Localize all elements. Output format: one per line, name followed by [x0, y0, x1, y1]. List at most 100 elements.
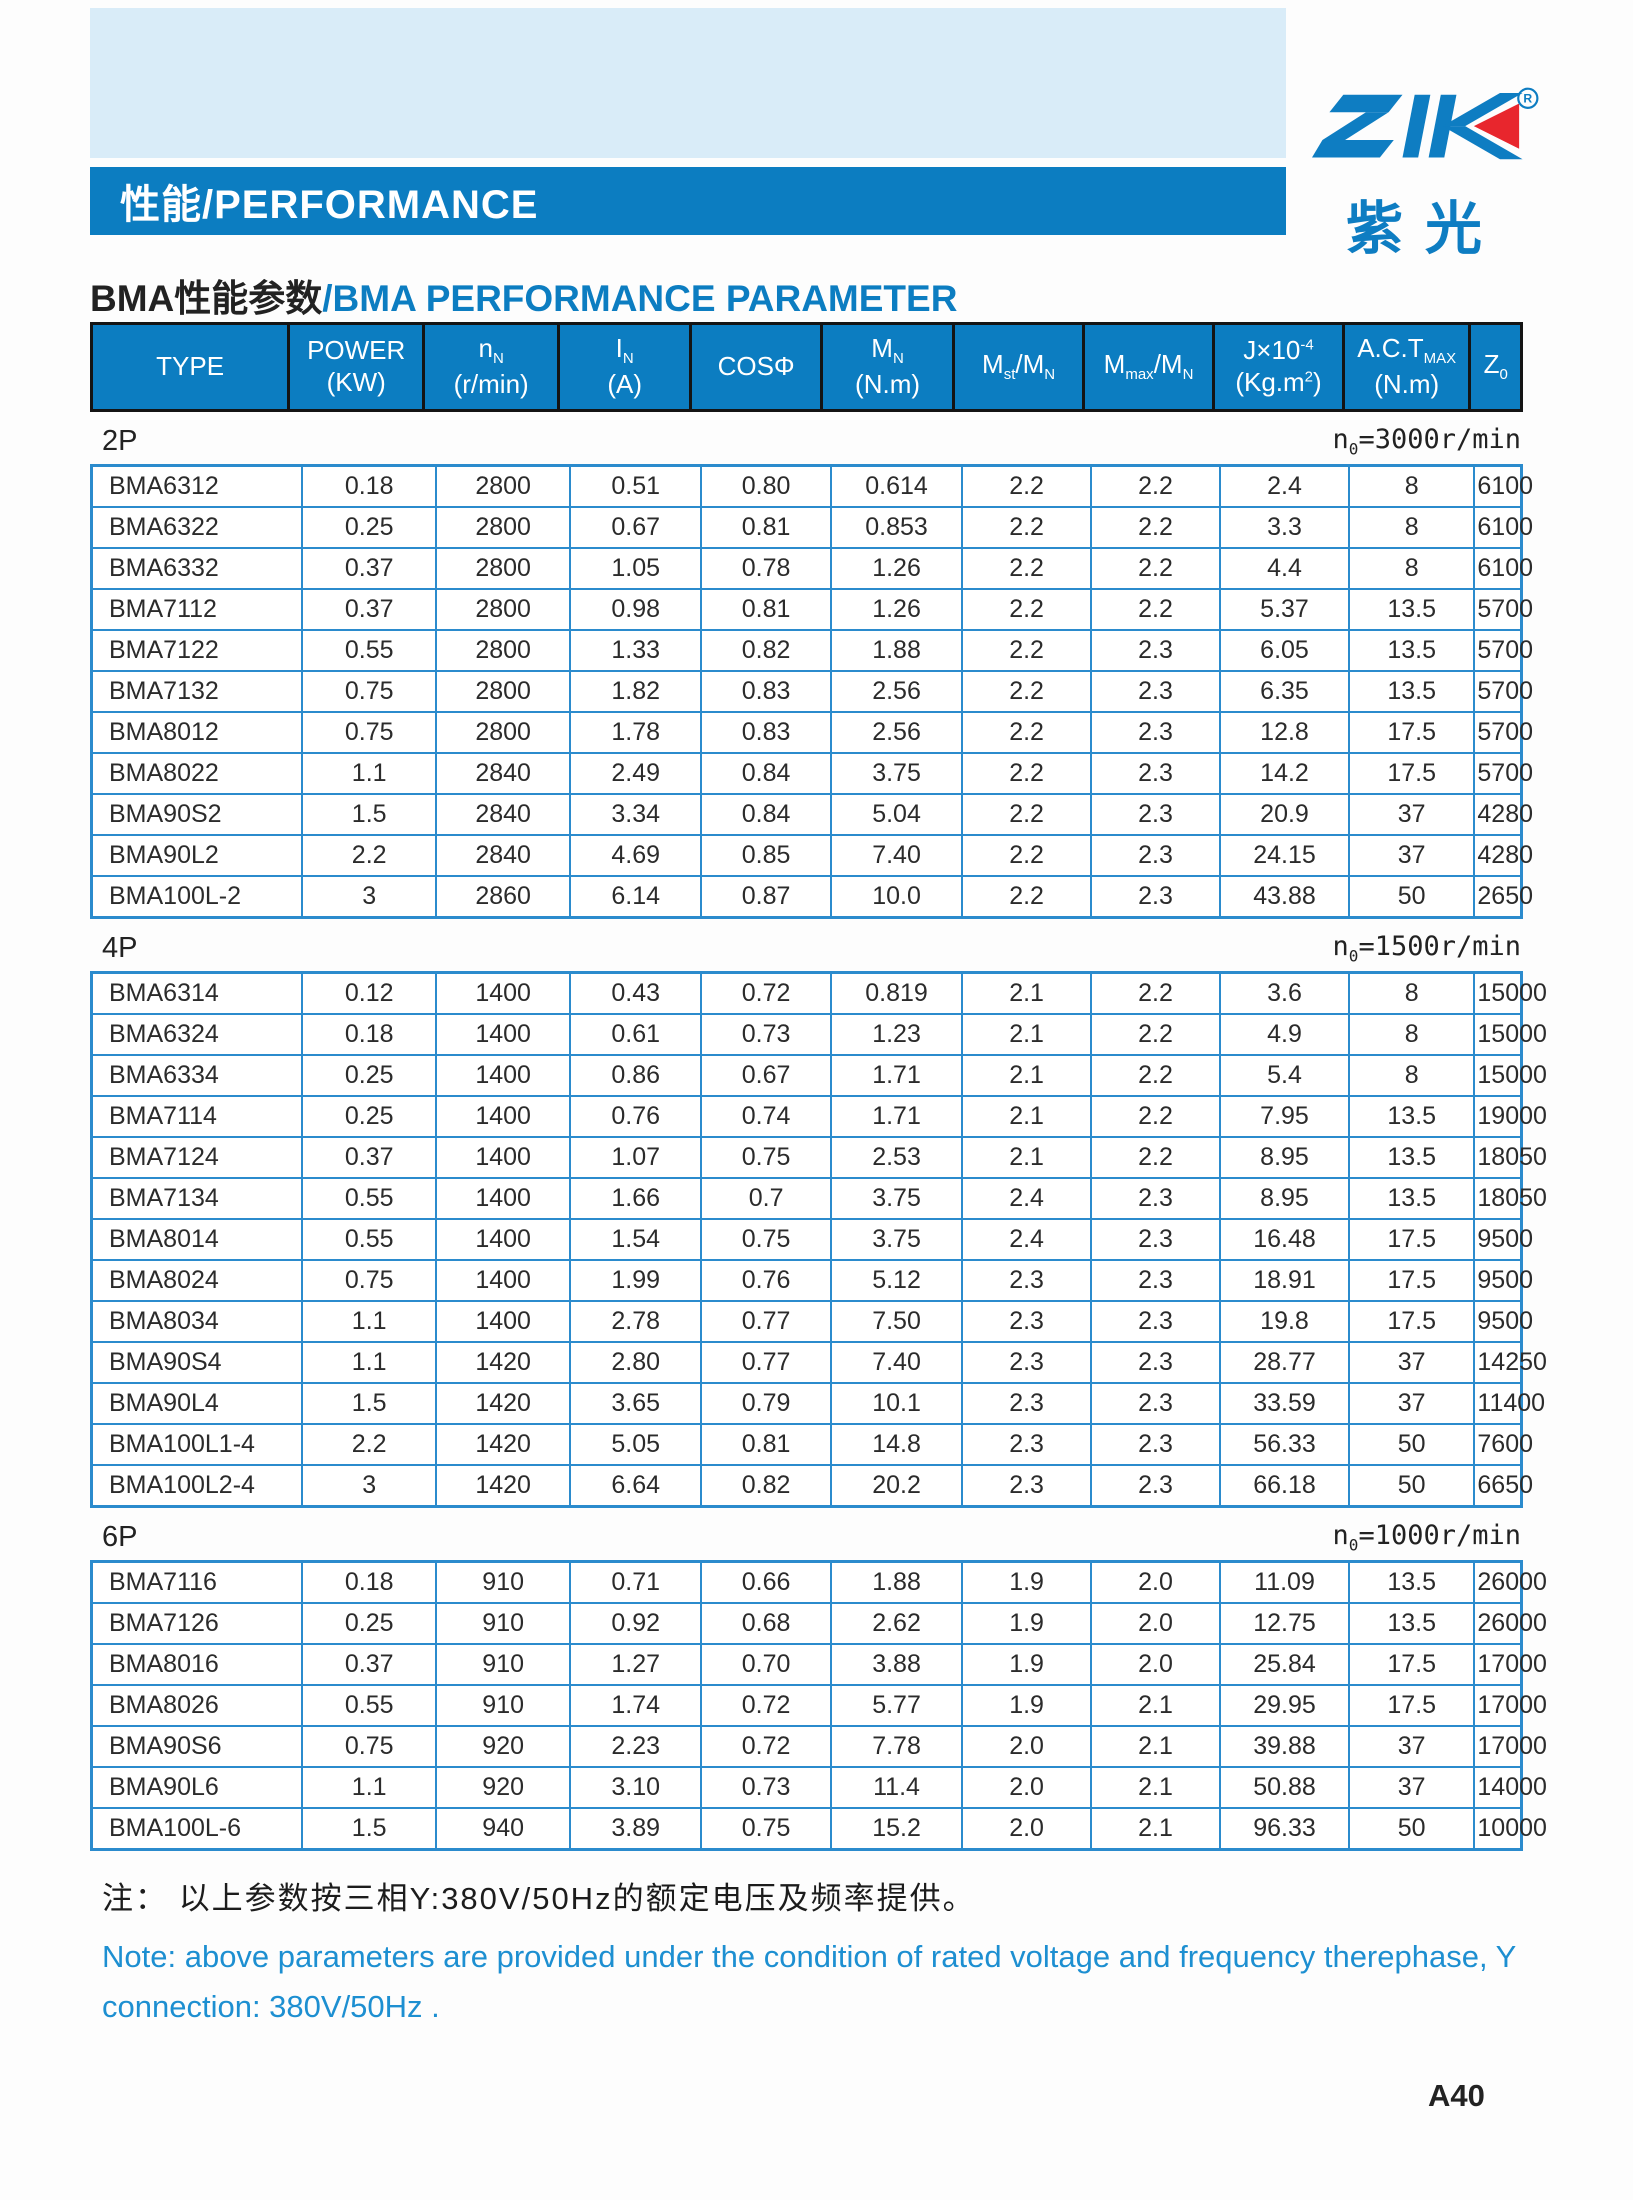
value-cell: 11.4 [829, 1766, 964, 1809]
value-cell: 0.55 [301, 1177, 438, 1220]
value-cell: 3.75 [829, 752, 964, 795]
type-cell: BMA100L1-4 [90, 1423, 304, 1466]
value-cell: 2840 [435, 793, 572, 836]
section-label: 4P [102, 932, 138, 964]
value-cell: 2.0 [961, 1807, 1093, 1851]
value-cell: 0.81 [700, 506, 832, 549]
value-cell: 0.79 [700, 1382, 832, 1425]
value-cell: 14.2 [1219, 752, 1350, 795]
table-2p: BMA6312 0.18 2800 0.51 0.80 0.614 2.2 2.2 2.4 8 61… [90, 464, 1533, 919]
value-cell: 17000 [1473, 1725, 1547, 1768]
value-cell: 0.55 [301, 1684, 438, 1727]
value-cell: 2.1 [961, 1095, 1093, 1138]
value-cell: 4.4 [1219, 547, 1350, 590]
value-cell: 910 [435, 1602, 572, 1645]
value-cell: 2.3 [1090, 1300, 1222, 1343]
value-cell: 3 [301, 1464, 438, 1508]
value-cell: 28.77 [1219, 1341, 1350, 1384]
section-banner: 性能/PERFORMANCE [90, 167, 1286, 235]
value-cell: 2.2 [1090, 547, 1222, 590]
note-english-line2: connection: 380V/50Hz . [102, 1988, 440, 2024]
column-header: nN (r/min) [422, 322, 561, 412]
value-cell: 1.9 [961, 1602, 1093, 1645]
value-cell: 17.5 [1347, 752, 1476, 795]
type-cell: BMA8016 [90, 1643, 304, 1686]
value-cell: 2.2 [961, 588, 1093, 631]
value-cell: 3.88 [829, 1643, 964, 1686]
value-cell: 1.23 [829, 1013, 964, 1056]
table-row: BMA90L4 1.5 1420 3.65 0.79 10.1 2.3 2.3 33.59 37 1… [90, 1382, 1545, 1425]
value-cell: 2.2 [961, 875, 1093, 919]
value-cell: 18050 [1473, 1177, 1547, 1220]
value-cell: 0.87 [700, 875, 832, 919]
value-cell: 0.614 [829, 464, 964, 508]
value-cell: 2.3 [1090, 1423, 1222, 1466]
value-cell: 2.3 [961, 1300, 1093, 1343]
value-cell: 8.95 [1219, 1136, 1350, 1179]
parameter-table-header: TYPE POWER (KW) nN (r/min) IN (A) COSΦ MN (N.m) Ms… [89, 322, 1523, 412]
value-cell: 24.15 [1219, 834, 1350, 877]
value-cell: 3.75 [829, 1218, 964, 1261]
value-cell: 910 [435, 1684, 572, 1727]
value-cell: 2800 [435, 629, 572, 672]
note-chinese: 注： 以上参数按三相Y:380V/50Hz的额定电压及频率提供。 [102, 1881, 976, 1916]
value-cell: 96.33 [1219, 1807, 1350, 1851]
value-cell: 2.3 [961, 1423, 1093, 1466]
value-cell: 0.77 [700, 1341, 832, 1384]
section-sync-speed: n0=1500r/min [1332, 930, 1521, 965]
value-cell: 2650 [1473, 875, 1533, 919]
value-cell: 0.68 [700, 1602, 832, 1645]
value-cell: 0.18 [301, 464, 438, 508]
value-cell: 1.5 [301, 1807, 438, 1851]
value-cell: 5700 [1473, 670, 1533, 713]
value-cell: 2.0 [1090, 1560, 1222, 1604]
type-cell: BMA7122 [90, 629, 304, 672]
value-cell: 2.1 [1090, 1684, 1222, 1727]
table-row: BMA7122 0.55 2800 1.33 0.82 1.88 2.2 2.3 6.05 13.… [90, 629, 1533, 672]
type-cell: BMA7124 [90, 1136, 304, 1179]
value-cell: 3.65 [569, 1382, 703, 1425]
column-header: J×10-4 (Kg.m2) [1212, 322, 1345, 412]
section-sync-speed: n0=1000r/min [1332, 1519, 1521, 1554]
value-cell: 2.2 [961, 793, 1093, 836]
type-cell: BMA8014 [90, 1218, 304, 1261]
value-cell: 0.82 [700, 629, 832, 672]
value-cell: 37 [1347, 793, 1476, 836]
value-cell: 17.5 [1347, 1300, 1476, 1343]
column-header: COSΦ [689, 322, 823, 412]
value-cell: 12.8 [1219, 711, 1350, 754]
value-cell: 7.50 [829, 1300, 964, 1343]
value-cell: 2.62 [829, 1602, 964, 1645]
value-cell: 20.9 [1219, 793, 1350, 836]
value-cell: 0.75 [700, 1807, 832, 1851]
value-cell: 2.2 [1090, 1136, 1222, 1179]
value-cell: 1.07 [569, 1136, 703, 1179]
value-cell: 2.2 [961, 752, 1093, 795]
value-cell: 6650 [1473, 1464, 1533, 1508]
value-cell: 11.09 [1219, 1560, 1350, 1604]
value-cell: 26000 [1473, 1602, 1547, 1645]
value-cell: 0.83 [700, 670, 832, 713]
table-row: BMA7134 0.55 1400 1.66 0.7 3.75 2.4 2.3 8.95 13.5… [90, 1177, 1547, 1220]
value-cell: 18050 [1473, 1136, 1547, 1179]
value-cell: 2.53 [829, 1136, 964, 1179]
registered-mark: R [1523, 92, 1532, 106]
brand-logo: R 紫光 [1312, 86, 1552, 265]
value-cell: 1420 [435, 1382, 572, 1425]
value-cell: 2800 [435, 711, 572, 754]
value-cell: 0.75 [301, 1725, 438, 1768]
type-cell: BMA6324 [90, 1013, 304, 1056]
value-cell: 8 [1347, 506, 1476, 549]
table-row: BMA8022 1.1 2840 2.49 0.84 3.75 2.2 2.3 14.2 17.5… [90, 752, 1533, 795]
value-cell: 7600 [1473, 1423, 1533, 1466]
value-cell: 1400 [435, 1300, 572, 1343]
table-row: BMA8024 0.75 1400 1.99 0.76 5.12 2.3 2.3 18.91 17… [90, 1259, 1533, 1302]
value-cell: 17.5 [1347, 1684, 1476, 1727]
value-cell: 2.3 [1090, 752, 1222, 795]
value-cell: 1.82 [569, 670, 703, 713]
value-cell: 6.35 [1219, 670, 1350, 713]
type-cell: BMA100L-6 [90, 1807, 304, 1851]
value-cell: 6.14 [569, 875, 703, 919]
value-cell: 25.84 [1219, 1643, 1350, 1686]
